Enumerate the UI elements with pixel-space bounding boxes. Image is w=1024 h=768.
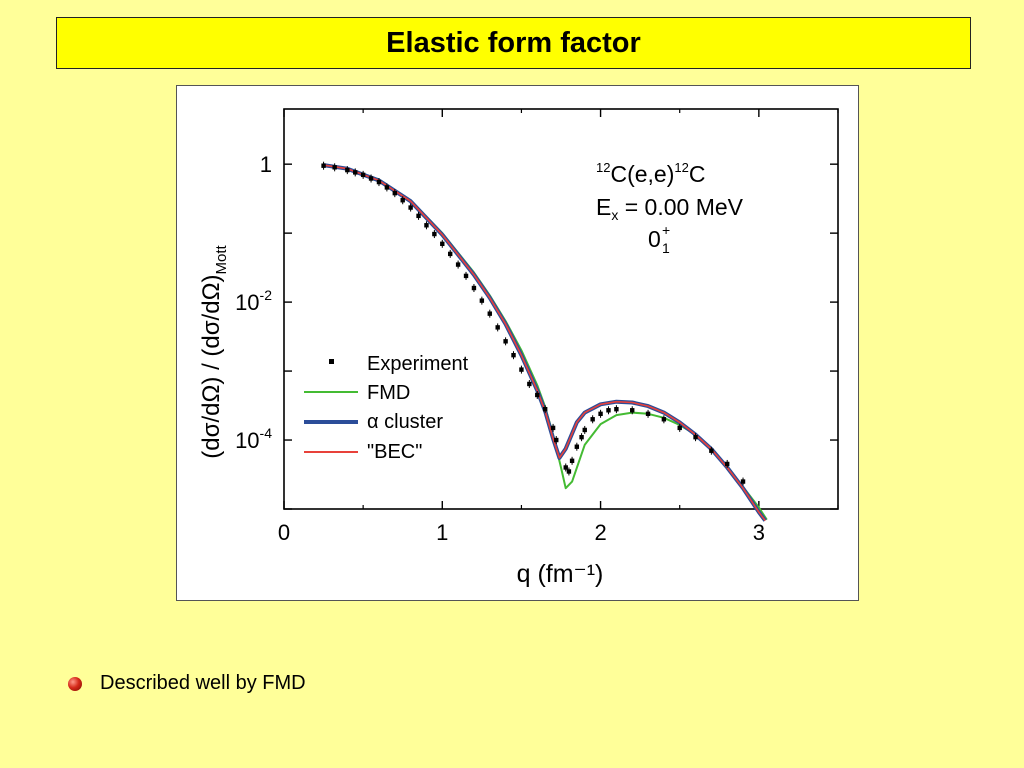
annotation-state-sup: + [662, 222, 670, 238]
data-point [471, 285, 477, 291]
data-point [479, 298, 485, 303]
data-point [503, 339, 508, 344]
data-point [598, 411, 603, 417]
data-point [661, 417, 667, 422]
chart-legend: Experiment FMD α cluster "BEC" [304, 353, 469, 463]
legend-label-fmd: FMD [367, 382, 410, 404]
svg-text:0: 0 [648, 226, 661, 252]
x-tick-label: 1 [436, 520, 448, 545]
title-box: Elastic form factor [56, 17, 971, 69]
data-point [345, 167, 350, 173]
series-bec [323, 164, 766, 522]
annotation-reaction-b: C [689, 161, 706, 187]
data-point [448, 251, 453, 257]
data-point [550, 425, 556, 431]
x-axis-label: q (fm⁻¹) [517, 560, 604, 588]
data-point [569, 458, 575, 463]
data-point [384, 185, 390, 190]
data-point [740, 479, 746, 484]
data-point [554, 437, 559, 443]
data-point [574, 444, 580, 449]
annotation-pre-sup: 12 [596, 160, 610, 175]
annotation-energy-symbol: E [596, 194, 611, 220]
annotation-mid-sup: 12 [674, 160, 688, 175]
data-point [677, 425, 682, 431]
bullet-item: Described well by FMD [68, 672, 306, 695]
data-point [321, 163, 326, 168]
data-point [495, 325, 500, 330]
plot-frame [283, 108, 839, 510]
annotation-energy-sub: x [611, 207, 618, 223]
data-point [360, 172, 366, 178]
data-point [463, 273, 469, 279]
data-point [645, 411, 651, 417]
y-tick-label: 1 [260, 152, 272, 177]
legend-label-bec: "BEC" [367, 441, 422, 463]
data-point [614, 406, 619, 412]
data-point [630, 408, 635, 413]
slide-title: Elastic form factor [386, 26, 641, 59]
annotation-energy-value: = 0.00 MeV [618, 194, 743, 220]
axis-ticks [283, 109, 839, 510]
data-point [455, 262, 461, 267]
svg-text:12C(e,e)12C: 12C(e,e)12C [596, 160, 705, 187]
annotation-state-base: 0 [648, 226, 661, 252]
data-point [376, 179, 382, 185]
legend-marker-experiment [329, 359, 334, 364]
legend-label-experiment: Experiment [367, 353, 469, 375]
data-point [542, 406, 548, 412]
x-tick-labels: 0 1 2 3 [278, 520, 765, 545]
data-point [432, 231, 437, 237]
experiment-points [321, 161, 746, 486]
x-tick-label: 3 [753, 520, 765, 545]
data-point [368, 176, 374, 181]
bullet-ball-icon [68, 676, 82, 691]
data-point [353, 170, 358, 175]
data-point [579, 434, 584, 440]
annotation-reaction-a: C(e,e) [610, 161, 674, 187]
reaction-annotation: 12C(e,e)12C Ex = 0.00 MeV 0 + 1 [596, 160, 744, 256]
data-point [511, 352, 516, 358]
y-axis-label: (dσ/dΩ) / (dσ/dΩ)Mott [198, 244, 230, 458]
data-point [416, 213, 421, 219]
data-point [693, 434, 698, 440]
y-tick-label: 10-2 [235, 287, 272, 315]
data-point [519, 367, 524, 372]
data-point [606, 408, 611, 413]
y-tick-labels: 1 10-2 10-4 [235, 152, 272, 453]
data-point [332, 165, 337, 170]
x-tick-label: 0 [278, 520, 290, 545]
data-point [725, 461, 730, 467]
data-point [563, 465, 568, 470]
data-point [487, 311, 492, 316]
legend-label-alpha-cluster: α cluster [367, 411, 443, 433]
data-point [582, 427, 587, 433]
data-point [709, 448, 714, 453]
data-point [590, 417, 595, 422]
data-point [424, 223, 429, 228]
data-point [440, 241, 445, 247]
data-point [400, 198, 405, 203]
data-point [392, 190, 397, 196]
data-point [408, 205, 413, 210]
annotation-state-sub: 1 [662, 240, 670, 256]
x-tick-label: 2 [594, 520, 606, 545]
data-point [566, 469, 572, 474]
data-point [535, 392, 540, 398]
data-point [527, 381, 532, 387]
svg-text:Ex = 0.00 MeV: Ex = 0.00 MeV [596, 194, 744, 223]
y-tick-label: 10-4 [235, 425, 272, 453]
series-layer [323, 163, 768, 522]
bullet-text: Described well by FMD [100, 672, 306, 694]
